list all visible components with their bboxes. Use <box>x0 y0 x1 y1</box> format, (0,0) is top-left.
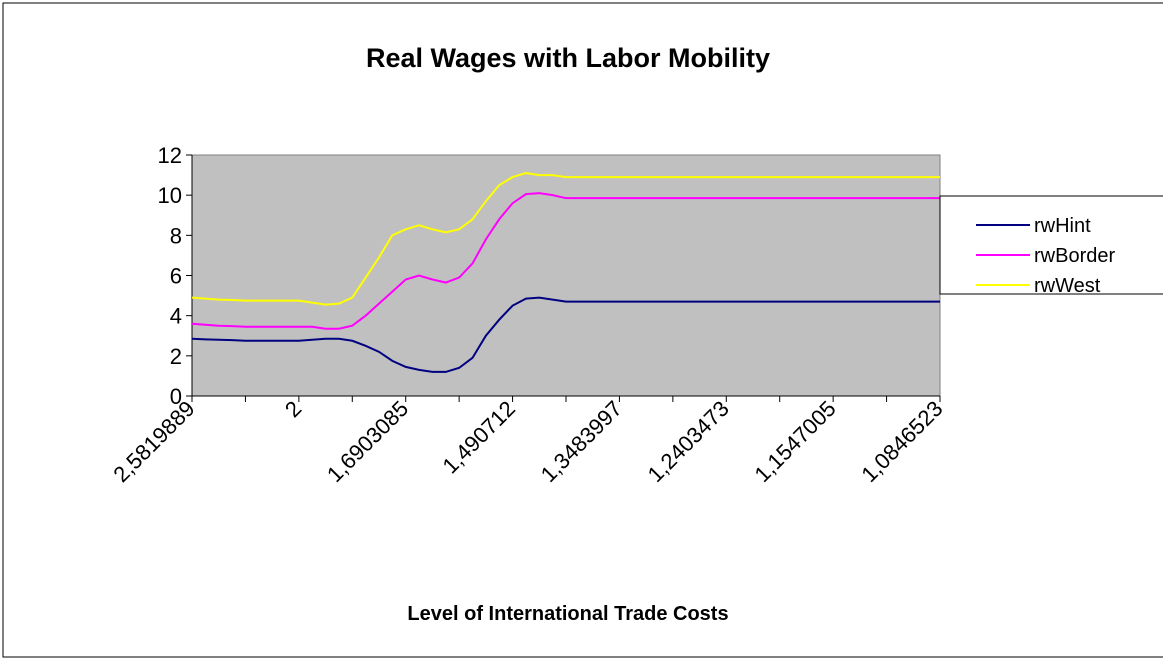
y-tick-label: 8 <box>170 223 182 248</box>
series-line <box>191 172 940 306</box>
series-line <box>191 296 940 373</box>
y-tick-label: 4 <box>170 304 182 329</box>
y-tick-label: 12 <box>158 143 182 168</box>
plot-area <box>191 154 941 397</box>
chart-title: Real Wages with Labor Mobility <box>366 43 770 73</box>
y-tick-label: 6 <box>170 264 182 289</box>
y-tick-label: 10 <box>158 183 182 208</box>
y-tick-label: 2 <box>170 344 182 369</box>
legend: rwHint rwBorder rwWest <box>939 195 1163 297</box>
legend-label: rwWest <box>1034 275 1101 297</box>
legend-box <box>939 195 1163 295</box>
legend-label: rwBorder <box>1034 245 1115 267</box>
y-tick-label: 0 <box>170 384 182 409</box>
legend-label: rwHint <box>1034 215 1091 237</box>
x-axis-title: Level of International Trade Costs <box>407 603 728 625</box>
series-line <box>191 192 940 330</box>
